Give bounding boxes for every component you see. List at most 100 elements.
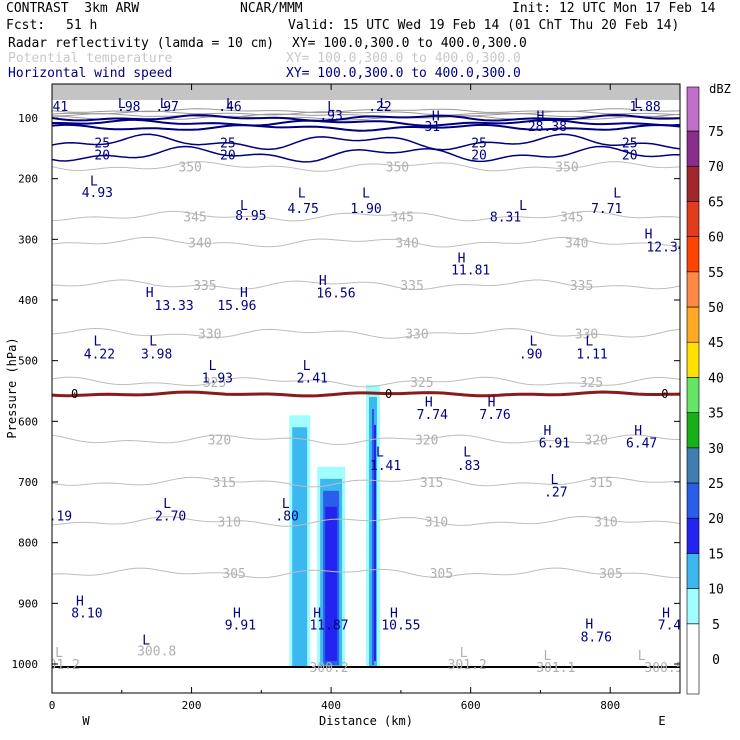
colorbar-swatch bbox=[686, 306, 700, 343]
wind-contour-label: 25 bbox=[471, 136, 487, 151]
wind-contour-20 bbox=[52, 145, 680, 163]
x-tick-label: 200 bbox=[182, 699, 202, 712]
y-tick-label: 1000 bbox=[12, 658, 39, 671]
colorbar-label: 0 bbox=[712, 653, 720, 668]
wind-extrema-value: 8.76 bbox=[581, 631, 612, 646]
low-marker: L bbox=[362, 187, 370, 202]
y-tick-label: 900 bbox=[18, 597, 38, 610]
low-marker: L bbox=[613, 187, 621, 202]
theta-contour-label: 315 bbox=[589, 476, 612, 491]
wind-extrema-value: .97 bbox=[155, 100, 178, 115]
colorbar-swatch bbox=[686, 165, 700, 202]
wind-extrema-value: 8.95 bbox=[235, 209, 266, 224]
wind-extrema-value: 1.88 bbox=[629, 100, 660, 115]
wind-extrema-value: 7.74 bbox=[417, 408, 448, 423]
theta-contour-315 bbox=[52, 476, 680, 488]
y-tick-label: 300 bbox=[18, 233, 38, 246]
low-marker: L bbox=[149, 335, 157, 350]
colorbar-label: 15 bbox=[708, 547, 724, 562]
theta-contour-label: 330 bbox=[575, 327, 598, 342]
valid-time: Valid: 15 UTC Wed 19 Feb 14 (01 ChT Thu … bbox=[288, 18, 680, 33]
wind-extrema-value: 10.55 bbox=[381, 619, 420, 634]
east-label: E bbox=[658, 714, 665, 728]
field-2-name: Potential temperature bbox=[8, 51, 173, 66]
theta-extrema-value: 301.2 bbox=[41, 658, 80, 673]
theta-contour-label: 325 bbox=[203, 376, 226, 391]
wind-extrema-value: .90 bbox=[519, 347, 542, 362]
wind-extrema-value: 8.10 bbox=[71, 606, 102, 621]
x-tick-label: 800 bbox=[600, 699, 620, 712]
colorbar-swatch bbox=[686, 588, 700, 625]
high-marker: H bbox=[146, 286, 154, 301]
wind-extrema-value: 4.93 bbox=[82, 186, 113, 201]
colorbar-label: 20 bbox=[708, 512, 724, 527]
colorbar: 0 5 10 15 20 25 30 35 40 45 50 55 60 65 70 75 bbox=[686, 86, 724, 695]
freezing-level-label: 0 bbox=[661, 387, 668, 401]
organization: NCAR/MMM bbox=[240, 1, 303, 16]
colorbar-label: 25 bbox=[708, 477, 724, 492]
high-marker: H bbox=[240, 286, 248, 301]
theta-contour-label: 350 bbox=[555, 161, 578, 176]
low-marker: L bbox=[530, 335, 538, 350]
y-tick-label: 200 bbox=[18, 173, 38, 186]
theta-contour-350 bbox=[52, 161, 680, 172]
low-marker: L bbox=[303, 359, 311, 374]
wind-extrema-value: .22 bbox=[368, 100, 391, 115]
colorbar-swatch bbox=[686, 130, 700, 167]
theta-contour-305 bbox=[52, 567, 680, 579]
theta-contour-335 bbox=[52, 279, 680, 291]
colorbar-label: 75 bbox=[708, 125, 724, 140]
low-marker: L bbox=[163, 497, 171, 512]
wind-extrema-value: .27 bbox=[544, 486, 567, 501]
colorbar-swatch bbox=[686, 86, 700, 132]
colorbar-swatch bbox=[686, 553, 700, 589]
theta-contour-label: 305 bbox=[222, 567, 245, 582]
low-marker: L bbox=[327, 100, 335, 115]
x-tick-label: 400 bbox=[321, 699, 341, 712]
wind-extrema-value: 3.98 bbox=[141, 347, 172, 362]
theta-extrema-value: 300.5 bbox=[644, 661, 683, 676]
theta-contour-340 bbox=[52, 236, 680, 248]
colorbar-swatch bbox=[686, 447, 700, 484]
theta-contour-label: 310 bbox=[217, 515, 240, 530]
wind-contour-label: 25 bbox=[220, 136, 236, 151]
low-marker: L bbox=[298, 187, 306, 202]
low-marker: L bbox=[226, 97, 234, 112]
theta-contour-label: 335 bbox=[193, 279, 216, 294]
y-tick-label: 100 bbox=[18, 112, 38, 125]
wind-extrema-value: .80 bbox=[275, 509, 298, 524]
wind-extrema-value: 41 bbox=[53, 100, 69, 115]
wind-contour-upper bbox=[52, 118, 680, 127]
reflectivity-cell-15dbz bbox=[374, 424, 376, 662]
theta-contour-label: 305 bbox=[430, 567, 453, 582]
theta-contour-label: 330 bbox=[405, 327, 428, 342]
wind-contour-25 bbox=[52, 133, 680, 151]
plot-area: 350 350 350 345 345 345 340 340 340 335 335 335 330 3… bbox=[41, 84, 685, 676]
wind-contour-label: 20 bbox=[94, 148, 110, 163]
y-tick-label: 800 bbox=[18, 537, 38, 550]
wind-contour-label: 20 bbox=[471, 148, 487, 163]
low-marker: L bbox=[460, 646, 468, 661]
theta-contour-325 bbox=[52, 376, 680, 388]
wind-extrema-value: .83 bbox=[457, 459, 480, 474]
low-marker: L bbox=[240, 199, 248, 214]
wind-extrema-value: 12.34 bbox=[646, 241, 685, 256]
theta-extrema-value: 300.8 bbox=[137, 645, 176, 660]
field-3-xy: XY= 100.0,300.0 to 400.0,300.0 bbox=[286, 66, 521, 81]
y-tick-label: 400 bbox=[18, 294, 38, 307]
freezing-level-label: 0 bbox=[71, 387, 78, 401]
colorbar-swatch bbox=[686, 412, 700, 449]
wind-extrema-value: .98 bbox=[117, 100, 140, 115]
wind-contour-upper bbox=[52, 113, 680, 122]
wind-extrema-value: 31 bbox=[424, 120, 440, 135]
theta-contour-label: 350 bbox=[386, 161, 409, 176]
colorbar-label: 70 bbox=[708, 160, 724, 175]
theta-contour-label: 345 bbox=[183, 210, 206, 225]
wind-contour-label: 25 bbox=[94, 136, 110, 151]
theta-contour-label: 310 bbox=[594, 515, 617, 530]
theta-contour-label: 315 bbox=[213, 476, 236, 491]
upper-shaded-band bbox=[52, 84, 680, 100]
theta-contour-label: 320 bbox=[208, 434, 231, 449]
reflectivity-cell-15dbz bbox=[325, 506, 338, 662]
low-marker: L bbox=[634, 97, 642, 112]
